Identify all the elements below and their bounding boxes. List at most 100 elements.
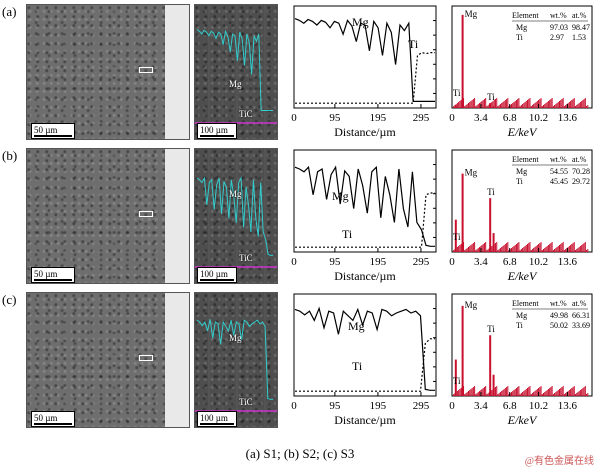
ti-curve-label: Ti (352, 359, 363, 373)
eds-table-header: Element (512, 155, 539, 164)
eds-ti-high-label: Ti (487, 92, 495, 102)
eds-x-tick-label: 3.4 (474, 400, 488, 412)
figure-caption: (a) S1; (b) S2; (c) S3 (245, 446, 355, 461)
eds-table-cell: 2.97 (550, 33, 564, 42)
map-tic-label: TiC (239, 397, 253, 407)
line-scan-plot: 0 95 195 295 Distance/µm Mg Ti (291, 149, 437, 283)
eds-table-cell: Mg (516, 167, 527, 176)
row-label: (a) (2, 4, 17, 19)
eds-table-header: at.% (572, 155, 587, 164)
ti-coating-layer (165, 149, 189, 283)
eds-ti-low-label: Ti (453, 232, 461, 242)
eds-table-header: Element (512, 11, 539, 20)
mg-curve-label: Mg (348, 319, 365, 333)
map-scale-line (200, 135, 234, 137)
map-scale-label: 100 µm (200, 125, 228, 135)
eds-table-cell: Ti (516, 321, 524, 330)
eds-table-cell: 1.53 (572, 33, 586, 42)
eds-table-cell: Mg (516, 23, 527, 32)
eds-table-cell: Ti (516, 177, 524, 186)
scan-line-marker (139, 355, 153, 361)
map-mg-label: Mg (229, 79, 242, 89)
line-scan-map: Mg TiC 100 µm (194, 292, 278, 428)
ti-profile-line (295, 338, 435, 392)
sem-micrograph: 50 µm (26, 292, 190, 428)
x-axis-title: Distance/µm (334, 269, 396, 283)
line-scan-frame (293, 293, 437, 397)
eds-x-tick-label: 3.4 (474, 112, 488, 124)
eds-table-cell: 49.98 (550, 311, 568, 320)
eds-mg-peak-label: Mg (465, 9, 478, 19)
eds-table-header: wt.% (550, 299, 567, 308)
map-scale-bar: 100 µm (197, 267, 237, 283)
line-scan-overlay (195, 293, 277, 427)
watermark: @有色金属在线 (524, 456, 594, 467)
sem-scale-label: 50 µm (34, 125, 58, 135)
eds-x-tick-label: 6.8 (503, 256, 517, 268)
eds-table-cell: 50.02 (550, 321, 568, 330)
mg-profile-line (294, 18, 435, 102)
ti-curve-label: Ti (408, 37, 419, 51)
eds-ti-high-label: Ti (487, 187, 495, 197)
eds-table-cell: 70.28 (572, 167, 590, 176)
eds-x-tick-label: 13.6 (558, 400, 578, 412)
eds-table-header: at.% (572, 299, 587, 308)
line-scan-overlay (195, 5, 277, 139)
eds-frame (451, 5, 593, 109)
eds-x-axis-title: E/keV (507, 125, 538, 139)
ti-coating-layer (165, 5, 189, 139)
eds-ti-low-label: Ti (453, 88, 461, 98)
scan-line-marker (139, 211, 153, 217)
eds-table-cell: 29.72 (572, 177, 590, 186)
x-tick-label: 0 (291, 256, 297, 268)
ti-coating-layer (165, 293, 189, 427)
eds-x-tick-label: 3.4 (474, 256, 488, 268)
map-mg-label: Mg (229, 189, 242, 199)
x-axis-title: Distance/µm (334, 413, 396, 427)
line-scan-frame (293, 149, 437, 253)
line-scan-plot: 0 95 195 295 Distance/µm Mg Ti (291, 5, 437, 139)
eds-x-tick-label: 10.2 (529, 256, 548, 268)
map-tic-label: TiC (239, 109, 253, 119)
mg-curve-label: Mg (332, 189, 349, 203)
ti-profile-line (295, 192, 435, 248)
eds-x-tick-label: 6.8 (503, 400, 517, 412)
x-tick-label: 195 (370, 256, 387, 268)
map-mg-trace (196, 176, 273, 256)
mg-profile-line (294, 165, 435, 247)
x-tick-label: 95 (329, 112, 341, 124)
x-tick-label: 195 (370, 112, 387, 124)
mg-profile-line (294, 306, 435, 391)
eds-x-tick-label: 10.2 (529, 400, 548, 412)
ti-profile-line (295, 51, 435, 104)
map-scale-line (200, 279, 234, 281)
row-label: (c) (2, 292, 17, 307)
row-label: (b) (2, 148, 18, 163)
sem-scale-line (34, 423, 72, 425)
sem-scale-label: 50 µm (34, 269, 58, 279)
eds-table-header: Element (512, 299, 539, 308)
eds-x-tick-label: 6.8 (503, 112, 517, 124)
line-scan-map: Mg TiC 100 µm (194, 148, 278, 284)
x-tick-label: 95 (329, 400, 341, 412)
eds-table-header: wt.% (550, 155, 567, 164)
sem-scale-bar: 50 µm (31, 123, 75, 139)
eds-frame (451, 293, 593, 397)
eds-table-cell: 45.45 (550, 177, 568, 186)
eds-x-axis-title: E/keV (507, 413, 538, 427)
sem-scale-line (34, 279, 72, 281)
eds-table-header: wt.% (550, 11, 567, 20)
x-tick-label: 0 (291, 112, 297, 124)
mg-curve-label: Mg (352, 15, 369, 29)
eds-x-tick-label: 13.6 (558, 112, 578, 124)
eds-ti-low-label: Ti (453, 376, 461, 386)
x-axis-title: Distance/µm (334, 125, 396, 139)
eds-mg-peak-label: Mg (465, 300, 478, 310)
x-tick-label: 95 (329, 256, 341, 268)
eds-table-cell: 54.55 (550, 167, 568, 176)
eds-table-cell: 33.69 (572, 321, 590, 330)
eds-ti-high-label: Ti (487, 324, 495, 334)
map-scale-line (200, 423, 234, 425)
